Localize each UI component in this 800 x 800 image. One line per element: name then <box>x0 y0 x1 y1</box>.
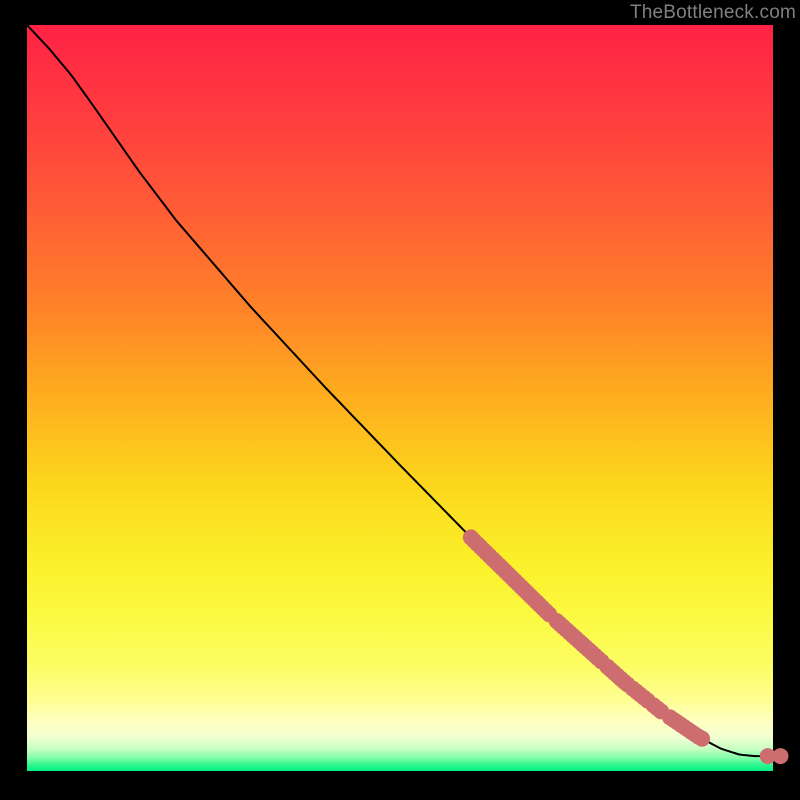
watermark-text: TheBottleneck.com <box>630 2 796 24</box>
bottleneck-chart <box>0 0 800 800</box>
figure-container: { "watermark": { "text": "TheBottleneck.… <box>0 0 800 800</box>
data-marker <box>772 748 788 764</box>
plot-background <box>27 25 773 771</box>
data-marker <box>694 731 710 747</box>
